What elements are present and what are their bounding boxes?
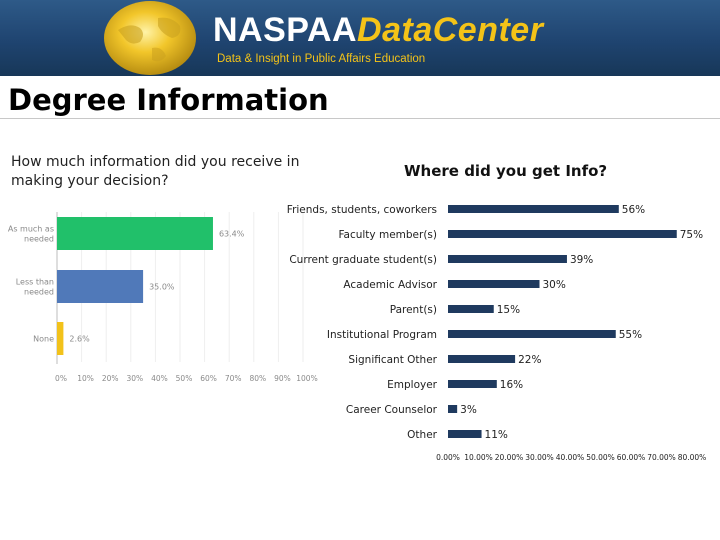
chart1-bar-1 [57,217,213,250]
chart2-xtick-label: 10.00% [464,453,493,462]
chart1-category-label: None [33,335,54,344]
chart1-xtick-label: 20% [102,374,119,383]
brand-datacenter: DataCenter [357,11,544,49]
chart2-value-label: 39% [570,254,593,266]
chart2-value-label: 30% [543,279,566,291]
chart1-title: How much information did you receive in … [11,154,300,189]
chart2-xtick-label: 60.00% [617,453,646,462]
chart1-xtick-label: 30% [126,374,143,383]
chart2-bar-1 [448,205,619,213]
chart2-bar-9 [448,405,458,413]
chart1-value-label: 63.4% [219,230,245,239]
chart2-xtick-label: 50.00% [586,453,615,462]
page-title: Degree Information [8,83,329,117]
chart1-xtick-label: 100% [296,374,317,383]
title-divider [0,118,720,119]
chart2-bar-7 [448,355,516,363]
chart2-value-label: 3% [460,404,477,416]
chart2-bar-6 [448,330,616,338]
chart2-category-label: Parent(s) [390,304,437,316]
chart2-value-label: 15% [497,304,520,316]
chart1-xtick-label: 50% [176,374,193,383]
header-banner: NASPAADataCenter Data & Insight in Publi… [0,0,720,76]
chart1-xtick-label: 60% [200,374,217,383]
chart2-bar-5 [448,305,494,313]
chart1-xtick-label: 80% [249,374,266,383]
chart2-xtick-label: 20.00% [495,453,524,462]
chart2-category-label: Current graduate student(s) [289,254,437,266]
chart2-value-label: 11% [485,429,508,441]
chart1-xtick-label: 40% [151,374,168,383]
chart2-value-label: 16% [500,379,523,391]
chart1-bar-2 [57,270,144,303]
info-amount-chart: As much as needed 63.4% Less than needed 35.0… [8,212,318,383]
chart2-value-label: 75% [680,229,703,241]
chart1-xtick-label: 0% [55,374,67,383]
chart2-bar-10 [448,430,482,438]
chart2-category-label: Employer [387,379,438,391]
chart1-value-label: 35.0% [149,283,175,292]
chart2-title: Where did you get Info? [404,162,608,180]
info-source-chart: Friends, students, coworkers 56% Faculty m… [287,204,707,462]
chart2-category-label: Academic Advisor [343,279,437,291]
chart2-xtick-label: 0.00% [436,453,460,462]
chart2-category-label: Friends, students, coworkers [287,204,437,216]
chart1-xtick-label: 70% [225,374,242,383]
chart2-bar-4 [448,280,540,288]
brand-logo-text: NASPAADataCenter [213,10,543,50]
chart2-xtick-label: 40.00% [556,453,585,462]
chart1-category-label: Less than needed [16,278,54,297]
chart2-category-label: Significant Other [348,354,437,366]
tagline: Data & Insight in Public Affairs Educati… [217,53,426,65]
chart2-category-label: Career Counselor [346,404,438,416]
globe-logo-icon [104,1,196,75]
chart2-bar-2 [448,230,677,238]
chart2-category-label: Faculty member(s) [338,229,437,241]
chart2-bar-8 [448,380,497,388]
chart1-category-label: As much as needed [8,225,54,244]
chart2-value-label: 55% [619,329,642,341]
chart1-bar-3 [57,322,64,355]
chart1-xtick-label: 10% [77,374,94,383]
chart2-bar-3 [448,255,567,263]
chart2-category-label: Other [407,429,437,441]
chart2-xtick-label: 30.00% [525,453,554,462]
chart2-category-label: Institutional Program [327,329,437,341]
chart2-xtick-label: 80.00% [678,453,707,462]
brand-naspaa: NASPAA [213,11,358,49]
chart1-xtick-label: 90% [274,374,291,383]
chart2-value-label: 22% [518,354,541,366]
chart2-value-label: 56% [622,204,645,216]
chart1-value-label: 2.6% [69,335,90,344]
chart2-xtick-label: 70.00% [647,453,676,462]
